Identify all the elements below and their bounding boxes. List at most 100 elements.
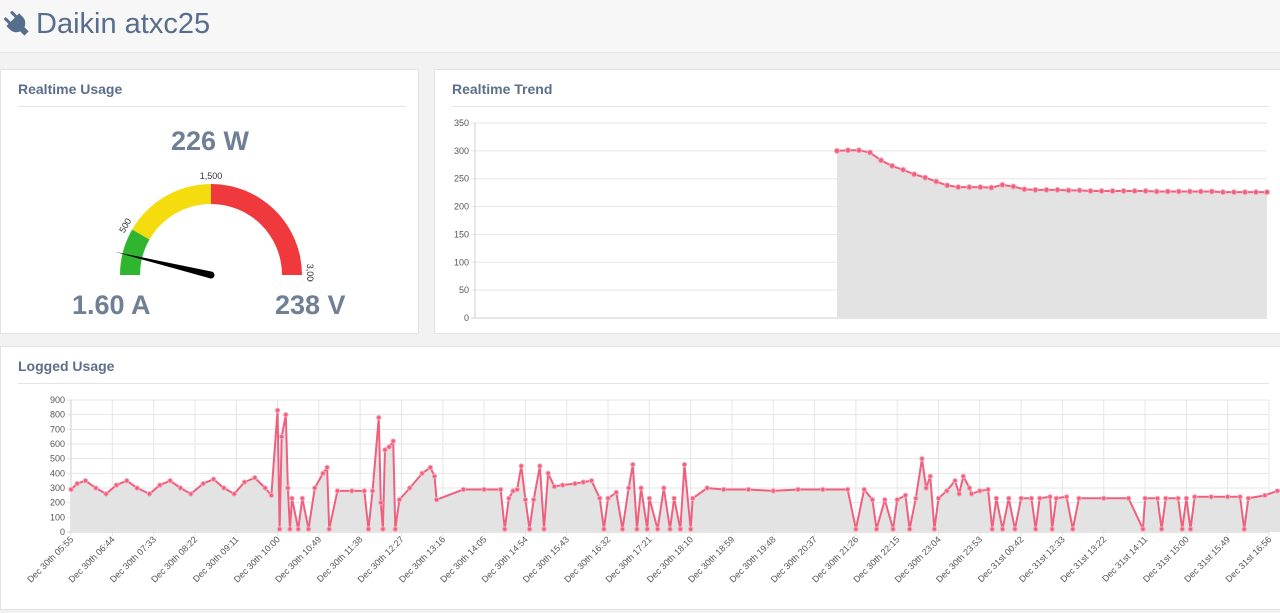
- data-point: [1245, 495, 1252, 501]
- page-title: Daikin atxc25: [36, 8, 211, 40]
- data-point: [644, 526, 650, 532]
- data-point: [210, 476, 217, 482]
- data-point: [985, 486, 991, 493]
- data-point: [188, 491, 194, 497]
- data-point: [690, 495, 696, 501]
- data-point: [968, 491, 975, 497]
- data-point: [935, 495, 942, 501]
- y-tick-label: 200: [454, 202, 469, 212]
- data-point: [305, 526, 312, 532]
- data-point: [630, 461, 636, 468]
- data-point: [1186, 188, 1193, 195]
- y-tick-label: 100: [454, 257, 469, 267]
- y-tick-label: 300: [50, 483, 65, 493]
- data-point: [1197, 188, 1204, 195]
- data-point: [911, 171, 918, 178]
- data-point: [1241, 526, 1247, 532]
- data-point: [1158, 526, 1165, 532]
- data-point: [289, 495, 295, 501]
- data-point: [999, 526, 1006, 532]
- data-point: [931, 526, 938, 532]
- data-point: [1087, 187, 1094, 194]
- data-point: [157, 482, 163, 488]
- data-point: [820, 486, 826, 493]
- data-point: [1032, 186, 1039, 193]
- area-fill: [836, 150, 1267, 318]
- y-tick-label: 800: [50, 410, 65, 420]
- data-point: [1053, 495, 1059, 501]
- data-point: [1219, 189, 1226, 196]
- data-point: [922, 174, 929, 181]
- current-readout: 1.60 A: [72, 290, 151, 320]
- data-point: [506, 495, 512, 501]
- data-point: [993, 495, 1000, 501]
- data-point: [988, 184, 995, 191]
- realtime-trend-title: Realtime Trend: [452, 81, 553, 97]
- data-point: [326, 526, 332, 532]
- y-tick-label: 400: [50, 468, 65, 478]
- gauge-needle-hub: [207, 271, 215, 279]
- data-point: [276, 526, 283, 532]
- data-point: [1142, 495, 1148, 501]
- data-point: [1140, 526, 1146, 532]
- data-point: [844, 147, 851, 154]
- y-tick-label: 900: [50, 395, 65, 405]
- data-point: [396, 497, 403, 503]
- data-point: [654, 526, 661, 532]
- data-point: [1164, 188, 1171, 195]
- data-point: [1237, 494, 1243, 500]
- data-point: [1076, 495, 1082, 501]
- data-point: [906, 526, 913, 532]
- data-point: [1010, 183, 1017, 190]
- divider: [18, 106, 406, 107]
- data-point: [580, 479, 586, 485]
- data-point: [687, 526, 694, 532]
- data-point: [378, 499, 384, 506]
- data-point: [977, 488, 983, 494]
- data-point: [1230, 189, 1237, 196]
- data-point: [1208, 494, 1214, 500]
- voltage-readout: 238 V: [275, 290, 346, 320]
- data-point: [625, 485, 632, 491]
- data-point: [295, 526, 301, 532]
- data-point: [146, 491, 153, 497]
- data-point: [878, 157, 885, 164]
- data-point: [1208, 188, 1215, 195]
- data-point: [677, 526, 684, 532]
- data-point: [913, 495, 919, 501]
- data-point: [241, 479, 248, 485]
- data-point: [541, 526, 547, 532]
- data-point: [572, 480, 578, 487]
- y-tick-label: 250: [454, 174, 469, 184]
- data-point: [1154, 495, 1161, 501]
- data-point: [1032, 526, 1039, 532]
- data-point: [407, 485, 413, 491]
- data-point: [1054, 186, 1061, 193]
- data-point: [312, 485, 318, 491]
- data-point: [287, 526, 293, 532]
- data-point: [671, 495, 677, 501]
- data-point: [392, 526, 398, 532]
- data-point: [1065, 187, 1072, 194]
- data-point: [103, 491, 109, 497]
- data-point: [1131, 187, 1138, 194]
- data-point: [380, 526, 386, 532]
- data-point: [518, 463, 524, 469]
- data-point: [334, 488, 341, 494]
- data-point: [113, 482, 120, 488]
- data-point: [704, 485, 710, 491]
- data-point: [882, 497, 888, 503]
- realtime-trend-panel: Realtime Trend 0 50 100 150 200 250 300 350: [434, 69, 1280, 334]
- data-point: [559, 482, 566, 488]
- data-point: [646, 495, 653, 501]
- data-point: [605, 495, 611, 501]
- data-point: [1120, 187, 1127, 194]
- data-point: [853, 526, 859, 532]
- data-point: [1070, 526, 1076, 532]
- y-tick-label: 100: [50, 512, 65, 522]
- data-point: [1191, 494, 1198, 500]
- data-point: [597, 495, 603, 501]
- data-point: [721, 486, 727, 493]
- data-point: [902, 492, 909, 499]
